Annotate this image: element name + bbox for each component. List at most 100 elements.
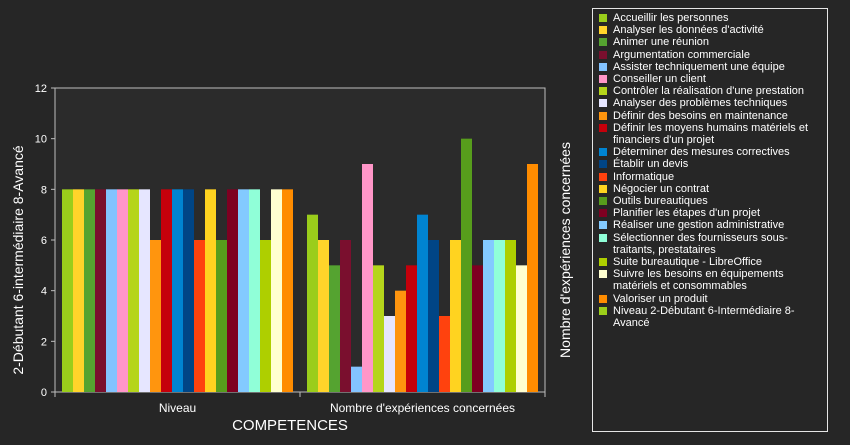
x-category-label: Niveau [159, 401, 196, 415]
legend-label: Animer une réunion [613, 36, 710, 49]
legend-swatch [599, 62, 607, 71]
bar [362, 164, 373, 392]
bar [406, 265, 417, 392]
legend-item: Définir des besoins en maintenance [599, 110, 827, 122]
legend-item: Contrôler la réalisation d'une prestatio… [599, 85, 827, 97]
bar [227, 189, 238, 392]
y-tick-label: 2 [41, 336, 47, 348]
y-tick-label: 10 [35, 134, 47, 146]
legend-swatch [599, 258, 607, 267]
bar [472, 265, 483, 392]
legend-item: Assister techniquement une équipe [599, 61, 827, 73]
legend-label: Négocier un contrat [613, 182, 709, 195]
bar [95, 189, 106, 392]
legend-swatch [599, 148, 607, 157]
legend-swatch [599, 306, 607, 315]
legend-label: Suite bureautique - LibreOffice [613, 256, 762, 269]
legend-swatch [599, 75, 607, 84]
bar [417, 214, 428, 392]
bar [282, 189, 293, 392]
legend-swatch [599, 38, 607, 47]
bar [516, 265, 527, 392]
bar [216, 240, 227, 392]
bar [505, 240, 516, 392]
bar [384, 316, 395, 392]
bar [307, 214, 318, 392]
legend-swatch [599, 87, 607, 96]
legend-item: Analyser des problèmes techniques [599, 97, 827, 109]
legend-swatch [599, 160, 607, 169]
y-tick-label: 4 [41, 286, 47, 298]
legend-swatch [599, 50, 607, 59]
bar [271, 189, 282, 392]
legend-label: Accueillir les personnes [613, 12, 729, 24]
bar [249, 189, 260, 392]
legend-swatch [599, 294, 607, 303]
legend-item: Sélectionner des fournisseurs sous-trait… [599, 232, 827, 256]
x-axis-title: COMPETENCES [232, 417, 348, 434]
bar [428, 240, 439, 392]
legend-item: Suivre les besoins en équipements matéri… [599, 268, 827, 292]
bar [106, 189, 117, 392]
legend-item: Outils bureautiques [599, 195, 827, 207]
legend-label: Déterminer des mesures correctives [613, 146, 790, 159]
bar [238, 189, 249, 392]
legend-swatch [599, 184, 607, 193]
bar [527, 164, 538, 392]
legend-swatch [599, 209, 607, 218]
legend-item: Accueillir les personnes [599, 12, 827, 24]
bar [461, 138, 472, 392]
bar [117, 189, 128, 392]
y-tick-label: 8 [41, 184, 47, 196]
legend-label: Assister techniquement une équipe [613, 60, 785, 73]
legend-label: Conseiller un client [613, 73, 706, 86]
bar [172, 189, 183, 392]
legend-label: Outils bureautiques [613, 195, 708, 208]
legend-swatch [599, 172, 607, 181]
bar [494, 240, 505, 392]
bar [150, 240, 161, 392]
legend-swatch [599, 270, 607, 279]
legend-label: Analyser des problèmes techniques [613, 97, 788, 110]
legend-item: Animer une réunion [599, 36, 827, 48]
legend-swatch [599, 233, 607, 242]
legend-swatch [599, 123, 607, 132]
legend-item: Déterminer des mesures correctives [599, 146, 827, 158]
legend-swatch [599, 111, 607, 120]
bar [395, 290, 406, 392]
bar [84, 189, 95, 392]
legend-item: Informatique [599, 171, 827, 183]
bar [483, 240, 494, 392]
legend-label: Sélectionner des fournisseurs sous-trait… [613, 231, 788, 256]
y-tick-label: 6 [41, 235, 47, 247]
legend-swatch [599, 221, 607, 230]
bar [439, 316, 450, 392]
y-tick-label: 0 [41, 387, 47, 399]
legend-item: Établir un devis [599, 158, 827, 170]
legend-label: Informatique [613, 170, 675, 183]
bar [329, 265, 340, 392]
legend-label: Analyser les données d'activité [613, 24, 764, 37]
legend-item: Définir les moyens humains matériels et … [599, 122, 827, 146]
legend-item: Analyser les données d'activité [599, 24, 827, 36]
bar [183, 189, 194, 392]
legend-item: Argumentation commerciale [599, 49, 827, 61]
legend-item: Négocier un contrat [599, 183, 827, 195]
bar [128, 189, 139, 392]
legend-swatch [599, 14, 607, 22]
legend-item: Planifier les étapes d'un projet [599, 207, 827, 219]
legend-label: Niveau 2-Débutant 6-Intermédiaire 8-Avan… [613, 304, 795, 330]
legend-label: Contrôler la réalisation d'une prestatio… [613, 85, 805, 98]
legend-item: Conseiller un client [599, 73, 827, 85]
legend-item: Niveau 2-Débutant 6-Intermédiaire 8-Avan… [599, 305, 827, 329]
legend-item: Réaliser une gestion administrative [599, 219, 827, 231]
legend-label: Planifier les étapes d'un projet [613, 207, 761, 220]
bar [194, 240, 205, 392]
bar [62, 189, 73, 392]
legend-label: Valoriser un produit [613, 292, 708, 305]
y-axis-title-right: Nombre d'expériences concernées [557, 142, 573, 358]
legend-item: Suite bureautique - LibreOffice [599, 256, 827, 268]
bar [373, 265, 384, 392]
bar [161, 189, 172, 392]
